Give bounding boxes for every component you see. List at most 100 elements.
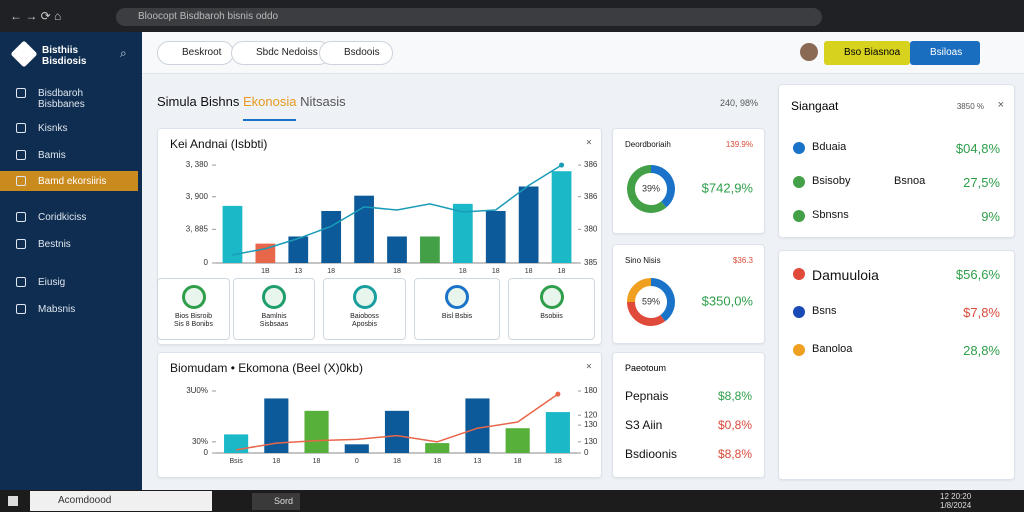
y2-tick-label: 0: [584, 448, 589, 457]
tile-icon: [539, 285, 564, 309]
bar: [420, 236, 440, 263]
tile-label: Bsobiis: [540, 313, 563, 320]
summary-value: $8,8%: [717, 447, 752, 461]
bar: [384, 410, 410, 453]
menu-icon: [16, 176, 26, 186]
x-tick-label: 0: [355, 458, 359, 465]
y2-tick-label: 120: [584, 410, 598, 419]
heading-tab[interactable]: Nitsasis: [300, 94, 346, 109]
menu-highlight: [0, 171, 138, 191]
y-tick-label: 3U0%: [186, 386, 208, 395]
tile[interactable]: Baioboss Aposbis: [323, 278, 406, 340]
taskbar-app[interactable]: Sord: [252, 493, 300, 510]
brand: Bisthiis Bisdiosis: [42, 45, 86, 67]
trend-line: [232, 164, 562, 256]
x-tick-label: 18: [558, 268, 566, 275]
bar: [452, 203, 473, 263]
row-value: 28,8%: [963, 343, 1000, 358]
tile-icon: [352, 285, 377, 309]
menu-icon: [16, 239, 26, 249]
summary-title: Paeotoum: [625, 363, 667, 373]
toolbar-tab[interactable]: Bsdoois: [319, 41, 393, 65]
summary-label: S3 Aiin: [625, 418, 663, 432]
y-tick-label: 0: [204, 448, 209, 457]
chart-title: Kei Andnai (Isbbti): [170, 137, 267, 151]
row-value: 27,5%: [963, 175, 1000, 190]
tile-label: Bamlnis Sisbsaas: [259, 313, 289, 328]
donut-badge: $36.3: [733, 256, 754, 265]
bar: [505, 428, 530, 453]
y-tick-label: 3, 885: [186, 224, 209, 233]
y-tick-label: 3, 900: [186, 192, 209, 201]
toolbar-tab[interactable]: Sbdc Nedoiss: [231, 41, 331, 65]
x-tick-label: 18: [313, 458, 321, 465]
bar: [344, 444, 369, 453]
tile-icon: [262, 285, 286, 309]
donut-segment: [650, 278, 675, 322]
y2-tick-label: 385: [584, 258, 598, 267]
tile[interactable]: Bsobiis: [508, 278, 595, 340]
row-label: Bsnoa: [894, 175, 926, 187]
close-icon[interactable]: ×: [586, 362, 592, 373]
row-label: Bduaia: [812, 141, 847, 153]
date: 1/8/2024: [940, 501, 972, 510]
url: Bloocopt Bisdbaroh bisnis oddo: [138, 11, 279, 22]
row-label: Bsns: [812, 305, 837, 317]
bar: [387, 236, 407, 263]
tile[interactable]: Bisl Bsbis: [414, 278, 500, 340]
row-label: Bsisoby: [812, 175, 851, 187]
menu-item[interactable]: Bamis: [38, 150, 66, 161]
y2-tick-label: 180: [584, 386, 598, 395]
menu-icon: [16, 277, 26, 287]
search-icon[interactable]: ⌕: [120, 46, 127, 60]
menu-item[interactable]: Bamd ekorsiiris: [38, 176, 107, 187]
donut-title: Deordboriaih: [625, 140, 671, 149]
x-tick-label: 13: [474, 458, 482, 465]
side-card: Damuuloia $56,6% Bsns $7,8% Banoloa 28,8%: [778, 250, 1015, 480]
primary-button[interactable]: Bso Biasnoa: [824, 41, 911, 65]
row-value: $04,8%: [955, 141, 1000, 156]
y-tick-label: 3, 380: [186, 160, 209, 169]
menu-item[interactable]: Mabsnis: [38, 304, 76, 315]
donut-segment: [627, 301, 666, 326]
bar: [304, 410, 329, 453]
time: 12 20:20: [940, 492, 972, 501]
start-button[interactable]: [8, 496, 18, 506]
menu-icon: [16, 123, 26, 133]
row-value: $56,6%: [955, 267, 1000, 282]
tile-label: Bios Bisroib Sis 8 Bonibs: [174, 313, 213, 328]
sidebar: [0, 32, 142, 490]
menu-icon: [16, 88, 26, 98]
summary-value: $8,8%: [717, 389, 752, 403]
menu-item[interactable]: Bisdbaroh Bisbbanes: [38, 88, 85, 110]
menu-item[interactable]: Kisnks: [38, 123, 68, 134]
close-icon[interactable]: ×: [997, 99, 1004, 111]
tile-label: Baioboss Aposbis: [350, 313, 379, 328]
menu-item[interactable]: Coridkiciss: [38, 212, 87, 223]
brand-name: Bisthiis: [42, 45, 79, 56]
avatar[interactable]: [800, 43, 818, 61]
side-stat: 3850 %: [956, 102, 984, 111]
row-value: 9%: [981, 209, 1000, 224]
url-bar[interactable]: Bloocopt Bisdbaroh bisnis oddo: [116, 8, 822, 26]
tile[interactable]: Bamlnis Sisbsaas: [233, 278, 315, 340]
menu-icon: [16, 150, 26, 160]
bar: [288, 236, 309, 263]
donut-card: Deordboriaih 139.9% 39% $742,9%: [612, 128, 765, 234]
heading-tab[interactable]: Ekonosia: [243, 94, 297, 121]
y2-tick-label: 130: [584, 437, 598, 446]
toolbar-tab[interactable]: Beskroot: [157, 41, 235, 65]
nav-buttons[interactable]: ← → ⟳ ⌂: [10, 9, 62, 23]
secondary-button[interactable]: Bsiloas: [910, 41, 981, 65]
menu-item[interactable]: Bestnis: [38, 239, 71, 250]
trend-line: [235, 393, 559, 451]
menu-item[interactable]: Eiusig: [38, 277, 66, 288]
bar: [224, 434, 249, 453]
tile-icon: [181, 285, 206, 309]
tile[interactable]: Bios Bisroib Sis 8 Bonibs: [157, 278, 230, 340]
close-icon[interactable]: ×: [586, 138, 592, 149]
row-icon: [793, 210, 805, 222]
taskbar-search[interactable]: Acomdoood: [30, 491, 212, 511]
